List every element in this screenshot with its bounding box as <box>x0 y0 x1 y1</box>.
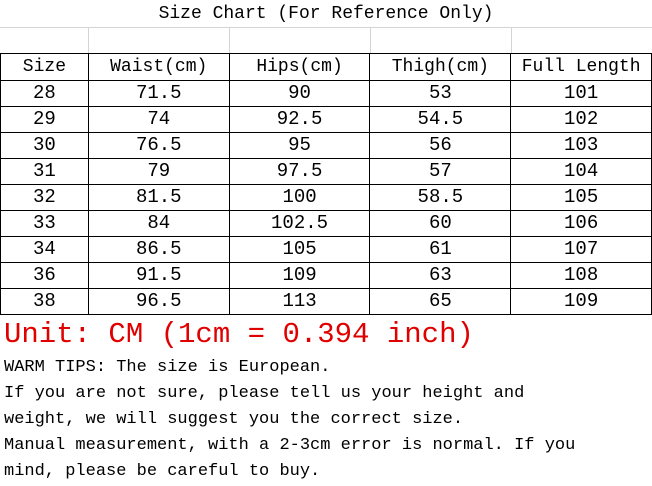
table-row: 33 84 102.5 60 106 <box>0 210 652 237</box>
table-cell: 79 <box>87 158 230 185</box>
table-cell: 54.5 <box>369 106 512 133</box>
table-cell: 92.5 <box>228 106 371 133</box>
size-table: Size Waist(cm) Hips(cm) Thigh(cm) Full Lengt… <box>0 53 652 315</box>
table-row: 28 71.5 90 53 101 <box>0 80 652 107</box>
table-cell: 61 <box>369 236 512 263</box>
table-row: 38 96.5 113 65 109 <box>0 288 652 315</box>
table-row: 31 79 97.5 57 104 <box>0 158 652 185</box>
table-cell: 63 <box>369 262 512 289</box>
table-cell: 58.5 <box>369 184 512 211</box>
table-cell: 105 <box>228 236 371 263</box>
table-cell: 34 <box>0 236 89 263</box>
unit-note: Unit: CM (1cm = 0.394 inch) <box>4 318 474 351</box>
table-cell: 90 <box>228 80 371 107</box>
table-cell: 60 <box>369 210 512 237</box>
tip-line: If you are not sure, please tell us your… <box>4 384 525 403</box>
table-cell: 102 <box>510 106 652 133</box>
table-cell: 71.5 <box>87 80 230 107</box>
table-cell: 74 <box>87 106 230 133</box>
table-cell: 65 <box>369 288 512 315</box>
table-cell: 113 <box>228 288 371 315</box>
table-cell: 95 <box>228 132 371 159</box>
table-cell: 105 <box>510 184 652 211</box>
table-cell: 56 <box>369 132 512 159</box>
column-header: Waist(cm) <box>87 53 230 81</box>
table-row: 36 91.5 109 63 108 <box>0 262 652 289</box>
table-row: 29 74 92.5 54.5 102 <box>0 106 652 133</box>
table-cell: 28 <box>0 80 89 107</box>
tip-line: weight, we will suggest you the correct … <box>4 410 464 429</box>
column-header: Full Length <box>510 53 652 81</box>
table-cell: 32 <box>0 184 89 211</box>
table-cell: 103 <box>510 132 652 159</box>
table-cell: 76.5 <box>87 132 230 159</box>
table-cell: 38 <box>0 288 89 315</box>
table-cell: 53 <box>369 80 512 107</box>
table-cell: 104 <box>510 158 652 185</box>
table-cell: 109 <box>228 262 371 289</box>
table-cell: 101 <box>510 80 652 107</box>
table-cell: 102.5 <box>228 210 371 237</box>
table-cell: 36 <box>0 262 89 289</box>
column-header: Thigh(cm) <box>369 53 512 81</box>
warm-tips: WARM TIPS: The size is European. If you … <box>4 355 575 485</box>
tip-line: WARM TIPS: The size is European. <box>4 358 331 377</box>
column-header: Hips(cm) <box>228 53 371 81</box>
table-cell: 109 <box>510 288 652 315</box>
tip-line: mind, please be careful to buy. <box>4 462 321 481</box>
table-cell: 81.5 <box>87 184 230 211</box>
header-row: Size Waist(cm) Hips(cm) Thigh(cm) Full Lengt… <box>0 53 652 81</box>
table-cell: 107 <box>510 236 652 263</box>
table-cell: 29 <box>0 106 89 133</box>
table-row: 34 86.5 105 61 107 <box>0 236 652 263</box>
table-cell: 96.5 <box>87 288 230 315</box>
table-cell: 106 <box>510 210 652 237</box>
table-cell: 91.5 <box>87 262 230 289</box>
table-cell: 97.5 <box>228 158 371 185</box>
table-row: 30 76.5 95 56 103 <box>0 132 652 159</box>
table-cell: 33 <box>0 210 89 237</box>
table-cell: 57 <box>369 158 512 185</box>
tip-line: Manual measurement, with a 2-3cm error i… <box>4 436 576 455</box>
table-cell: 100 <box>228 184 371 211</box>
table-row: 32 81.5 100 58.5 105 <box>0 184 652 211</box>
table-cell: 31 <box>0 158 89 185</box>
table-cell: 86.5 <box>87 236 230 263</box>
table-cell: 30 <box>0 132 89 159</box>
table-cell: 108 <box>510 262 652 289</box>
column-header: Size <box>0 53 89 81</box>
blank-row <box>0 27 652 53</box>
table-cell: 84 <box>87 210 230 237</box>
chart-title: Size Chart (For Reference Only) <box>0 0 652 28</box>
